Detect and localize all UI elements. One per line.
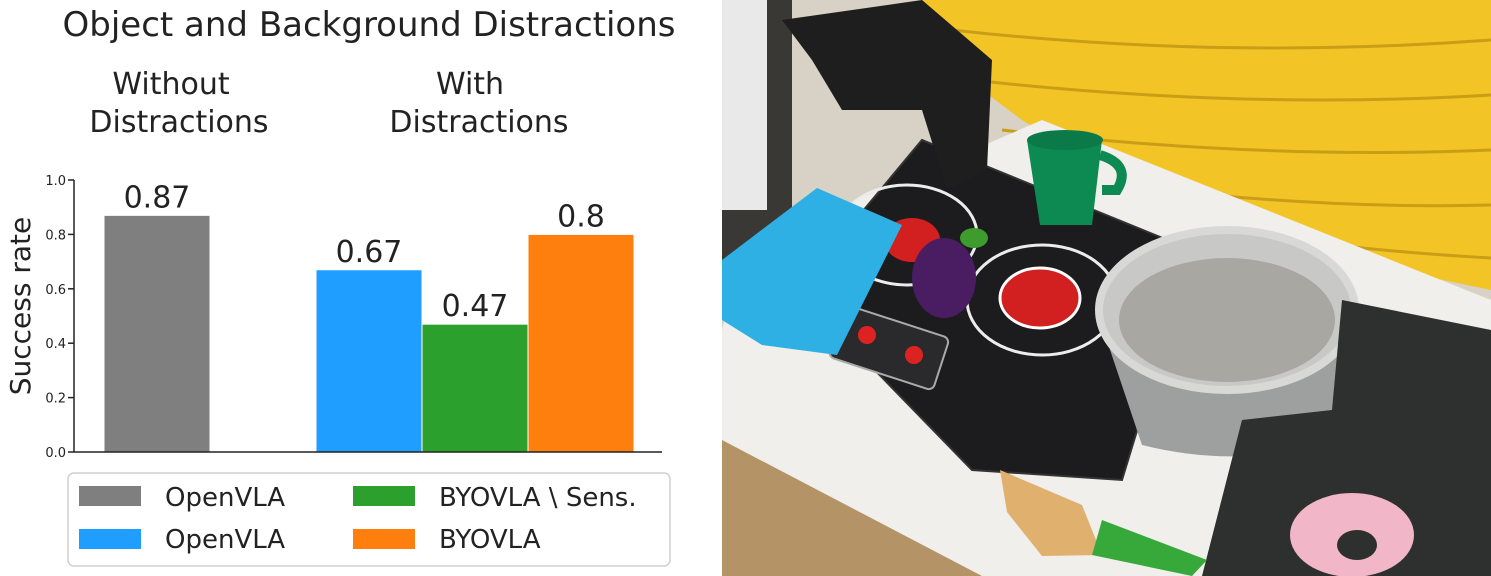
green-cup <box>1027 140 1102 225</box>
steel-pot-interior <box>1119 258 1335 382</box>
bar-value-label-2: 0.47 <box>442 289 509 324</box>
control-knob-2 <box>905 346 923 364</box>
legend-label-byovla-sens: BYOVLA \ Sens. <box>439 483 637 513</box>
wooden-table-edge <box>722 440 982 576</box>
y-tick-label: 0.6 <box>45 283 66 298</box>
y-axis-label: Success rate <box>4 217 37 396</box>
bar-chart: Object and Background Distractions Witho… <box>4 5 676 567</box>
toy-knife-handle <box>1092 520 1207 576</box>
group-label-without-line2: Distractions <box>89 105 268 140</box>
legend: OpenVLA OpenVLA BYOVLA \ Sens. BYOVLA <box>67 472 671 567</box>
legend-label-byovla: BYOVLA <box>439 525 541 555</box>
bar-value-label-1: 0.67 <box>336 235 403 270</box>
dark-sink <box>1202 300 1491 576</box>
y-tick-label: 1.0 <box>45 174 66 189</box>
bar-3 <box>527 233 635 453</box>
legend-box <box>67 472 671 567</box>
bar-value-label-3: 0.8 <box>557 199 605 234</box>
chart-title: Object and Background Distractions <box>63 5 676 45</box>
burner-front-heat <box>998 266 1082 330</box>
y-tick-label: 0.8 <box>45 228 66 243</box>
bar-0 <box>103 214 211 453</box>
legend-swatch-byovla <box>353 529 415 549</box>
group-label-with-line1: With <box>436 67 504 102</box>
robot-kitchen-scene-photo <box>722 0 1491 576</box>
bar-2 <box>421 323 529 453</box>
legend-swatch-openvla-gray <box>79 486 141 506</box>
toy-knife-blade <box>1000 470 1102 556</box>
robot-gripper-arm <box>782 0 992 190</box>
blue-sponge <box>722 188 902 355</box>
control-knob-1 <box>858 326 876 344</box>
green-cup-rim <box>1027 130 1103 150</box>
legend-label-openvla-blue: OpenVLA <box>165 525 285 555</box>
legend-label-openvla-gray: OpenVLA <box>165 483 285 513</box>
group-label-without-line1: Without <box>112 67 229 102</box>
yellow-wall-panel <box>922 0 1491 290</box>
eggplant-toy <box>912 238 976 318</box>
bar-1 <box>315 269 423 453</box>
eggplant-stem <box>960 228 988 248</box>
white-wall-strip <box>722 0 767 210</box>
pink-donut-hole <box>1337 530 1377 560</box>
y-tick-label: 0.2 <box>45 392 66 407</box>
green-cup-handle <box>1098 150 1127 195</box>
group-label-with-line2: Distractions <box>389 105 568 140</box>
legend-swatch-openvla-blue <box>79 529 141 549</box>
y-tick-label: 0.4 <box>45 337 66 352</box>
bar-value-label-0: 0.87 <box>124 180 191 215</box>
legend-swatch-byovla-sens <box>353 486 415 506</box>
y-tick-label: 0.0 <box>45 446 66 461</box>
